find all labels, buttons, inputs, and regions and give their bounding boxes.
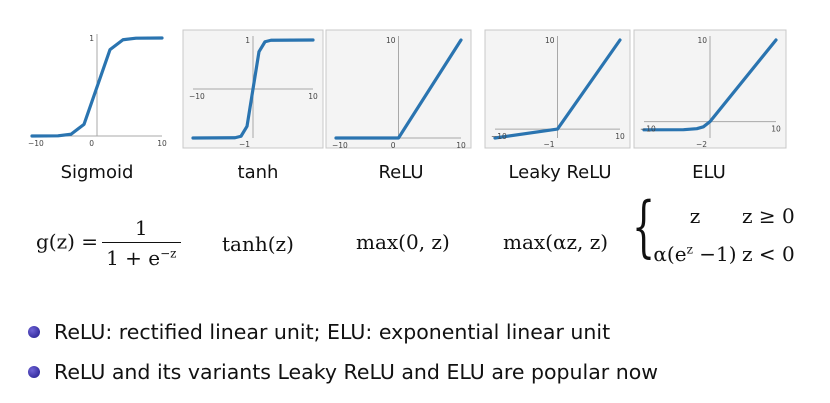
elu-brace: {: [632, 188, 656, 265]
relu-x-tick-label: 0: [391, 141, 396, 150]
sigmoid-x-tick-label: 10: [157, 139, 167, 148]
bullet-list: ReLU: rectified linear unit; ELU: expone…: [28, 312, 658, 392]
sigmoid-x-tick-label: 0: [89, 139, 94, 148]
tanh-x-tick-label: −10: [189, 92, 205, 101]
elu-y-tick-label: −2: [696, 140, 707, 149]
elu-case-negative: α(ez −1) z < 0: [648, 242, 795, 266]
elu-case-negative-value: α(ez −1): [648, 242, 742, 266]
sigmoid-fraction: 1 1 + e−z: [102, 216, 181, 270]
elu-x-tick-label: −10: [640, 125, 656, 134]
sigmoid-name: Sigmoid: [60, 162, 134, 183]
elu-neg-prefix: α(e: [653, 242, 687, 266]
relu-x-tick-label: −10: [332, 141, 348, 150]
sigmoid-x-tick-label: −10: [28, 139, 44, 148]
elu-x-tick-label: 10: [771, 125, 781, 134]
elu-case-positive: z z ≥ 0: [648, 204, 795, 228]
relu-formula: max(0, z): [356, 230, 450, 254]
bullet-item: ReLU: rectified linear unit; ELU: expone…: [28, 312, 658, 352]
relu-curve: [334, 38, 463, 140]
tanh-x-tick-label: 10: [308, 92, 318, 101]
bullet-item: ReLU and its variants Leaky ReLU and ELU…: [28, 352, 658, 392]
sigmoid-numerator: 1: [102, 216, 181, 243]
elu-neg-exp: z: [686, 242, 693, 257]
leaky-relu-curve: [493, 38, 622, 140]
elu-curve: [642, 38, 778, 132]
bullet-dot-icon: [28, 326, 40, 338]
elu-case-positive-value: z: [689, 204, 701, 228]
sigmoid-den-base: 1 + e: [106, 246, 161, 270]
leaky-relu-x-tick-label: 10: [615, 132, 625, 141]
leaky-relu-y-tick-label: −1: [543, 140, 554, 149]
sigmoid-y-tick-label: 1: [89, 34, 94, 43]
elu-name: ELU: [692, 162, 726, 183]
elu-case-negative-condition: z < 0: [742, 242, 795, 266]
bullet-text: ReLU: rectified linear unit; ELU: expone…: [54, 320, 611, 344]
elu-case-positive-condition: z ≥ 0: [742, 204, 795, 228]
tanh-y-tick-label: −1: [239, 140, 250, 149]
elu-y-tick-label: 10: [697, 36, 707, 45]
sigmoid-denominator: 1 + e−z: [102, 243, 180, 270]
leaky-relu-y-tick-label: 10: [545, 36, 555, 45]
tanh-curve: [191, 38, 315, 140]
leaky-relu-formula: max(αz, z): [503, 230, 609, 254]
relu-name: ReLU: [378, 162, 424, 183]
tanh-y-tick-label: 1: [245, 36, 250, 45]
leaky-relu-x-tick-label: −10: [491, 132, 507, 141]
tanh-formula: tanh(z): [222, 232, 294, 256]
tanh-name: tanh: [237, 162, 279, 183]
leaky-relu-name: Leaky ReLU: [508, 162, 612, 183]
sigmoid-formula: g(z) = 1 1 + e−z: [36, 216, 181, 270]
sigmoid-formula-lhs: g(z) =: [36, 229, 99, 254]
relu-y-tick-label: 10: [386, 36, 396, 45]
activation-plots: −10 0 10 1 −10 10 1 −1 −10 0 10 10 −10 10 10 −1 −10 10 10 −…: [28, 29, 787, 150]
sigmoid-curve: [30, 36, 164, 138]
bullet-text: ReLU and its variants Leaky ReLU and ELU…: [54, 360, 659, 384]
bullet-dot-icon: [28, 366, 40, 378]
elu-neg-suffix: −1): [692, 242, 737, 266]
relu-x-tick-label: 10: [456, 141, 466, 150]
sigmoid-den-exp: −z: [160, 246, 177, 261]
